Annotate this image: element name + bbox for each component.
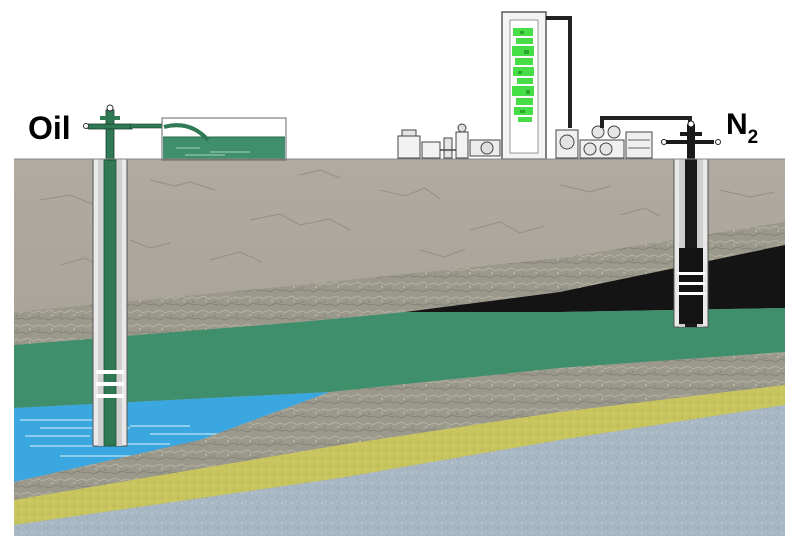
compressor-icon <box>555 116 692 159</box>
production-well <box>83 104 165 447</box>
rock-band-lower <box>14 352 785 500</box>
injection-wellhead-icon <box>661 120 721 160</box>
geology <box>14 159 785 536</box>
storage-tank-icon <box>161 117 287 161</box>
nitrogen-label-main: N <box>726 108 748 141</box>
nitrogen-plant-icon <box>397 11 572 160</box>
oil-zone-layer <box>14 308 785 408</box>
nitrogen-label: N2 <box>726 108 759 148</box>
injection-well <box>661 120 721 328</box>
nitrogen-label-subscript: 2 <box>747 127 759 148</box>
oil-label: Oil <box>28 110 71 146</box>
oil-wellhead-icon <box>83 104 133 161</box>
basement-layer <box>14 405 785 536</box>
rock-band-upper <box>14 222 785 352</box>
sand-layer <box>14 385 785 525</box>
